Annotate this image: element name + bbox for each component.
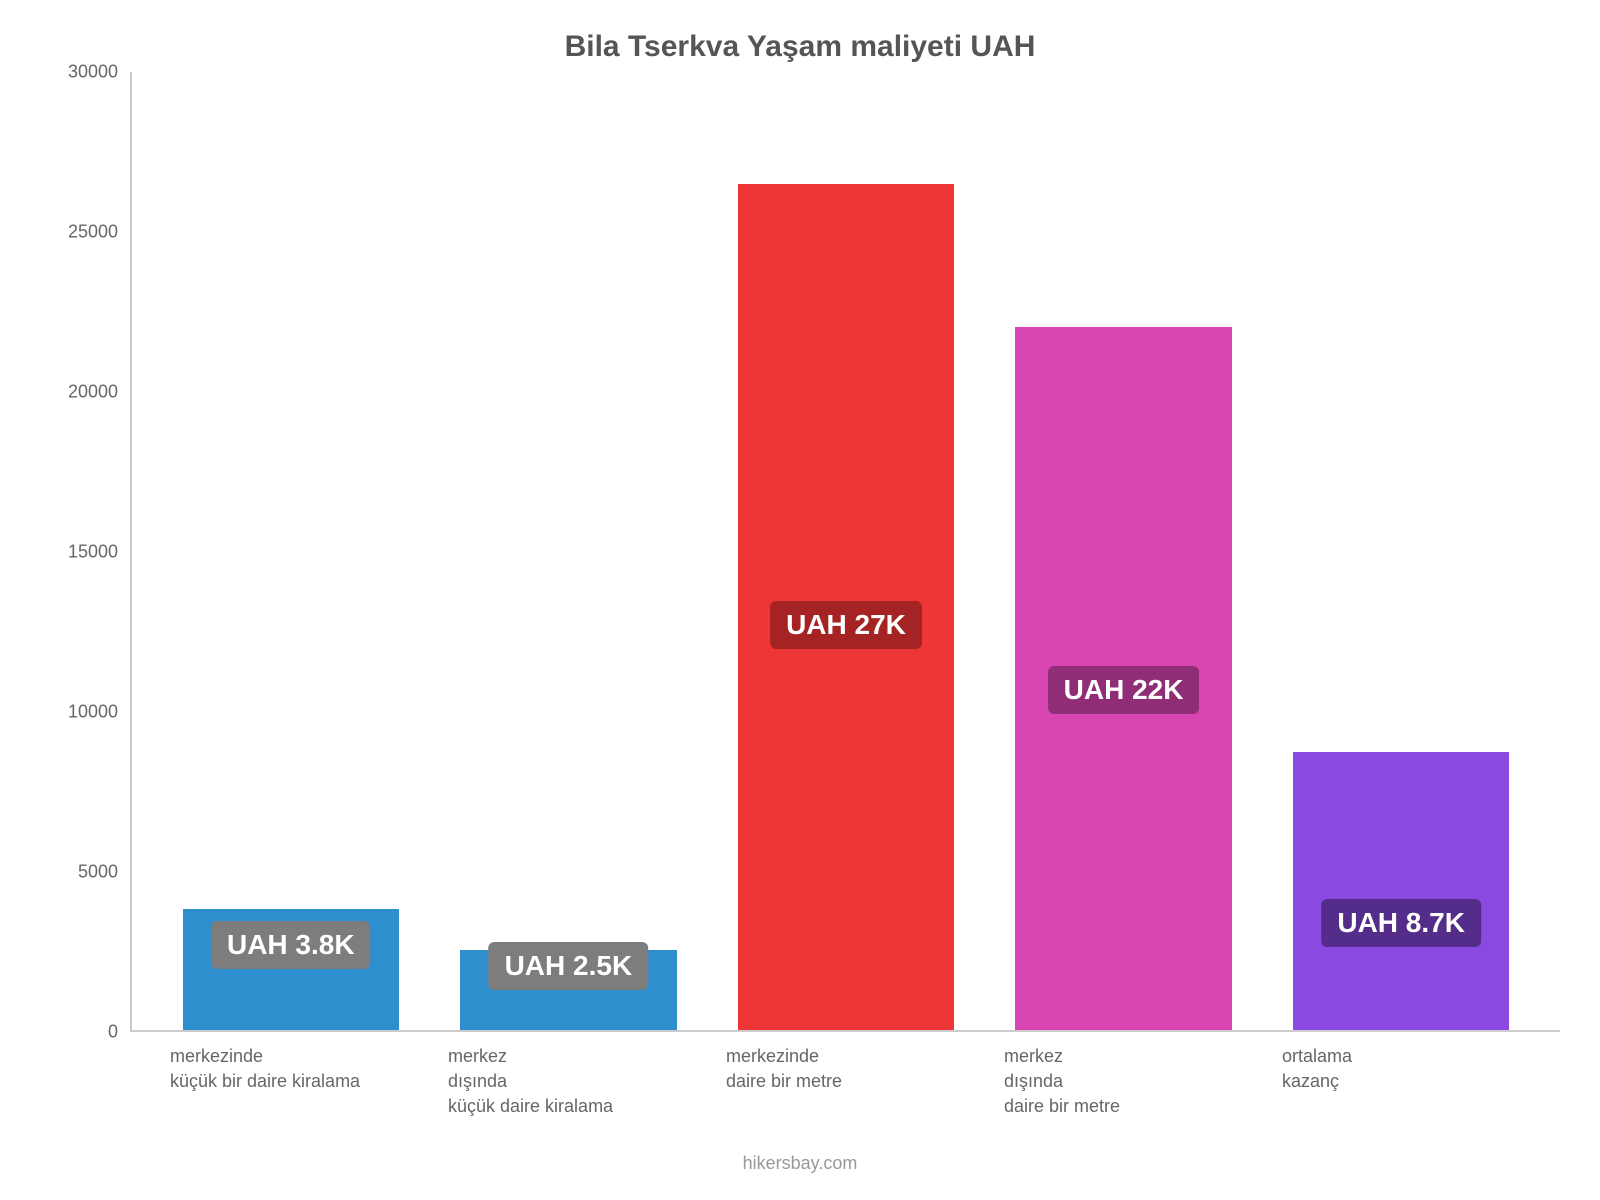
bar: UAH 8.7K bbox=[1293, 752, 1510, 1030]
bar: UAH 22K bbox=[1015, 327, 1232, 1030]
bar: UAH 3.8K bbox=[183, 909, 400, 1030]
x-axis-label: merkez dışında küçük daire kiralama bbox=[428, 1032, 706, 1120]
bar-value-label: UAH 22K bbox=[1048, 666, 1200, 714]
chart-title: Bila Tserkva Yaşam maliyeti UAH bbox=[40, 30, 1560, 64]
x-axis-label: merkezinde küçük bir daire kiralama bbox=[150, 1032, 428, 1120]
y-tick: 10000 bbox=[40, 702, 118, 723]
y-axis: 050001000015000200002500030000 bbox=[40, 72, 130, 1032]
bar-value-label: UAH 8.7K bbox=[1321, 899, 1481, 947]
x-axis-label: merkez dışında daire bir metre bbox=[984, 1032, 1262, 1120]
bars-group: UAH 3.8K UAH 2.5K UAH 27K UAH 22K UAH 8.7K bbox=[132, 72, 1560, 1030]
plot-outer: 050001000015000200002500030000 UAH 3.8KU… bbox=[40, 72, 1560, 1032]
y-tick: 5000 bbox=[40, 862, 118, 883]
bar-slot: UAH 22K bbox=[985, 72, 1263, 1030]
y-tick: 30000 bbox=[40, 62, 118, 83]
bar-slot: UAH 2.5K bbox=[430, 72, 708, 1030]
bar: UAH 2.5K bbox=[460, 950, 677, 1030]
bar-slot: UAH 3.8K bbox=[152, 72, 430, 1030]
x-axis-label: merkezinde daire bir metre bbox=[706, 1032, 984, 1120]
y-tick: 0 bbox=[40, 1022, 118, 1043]
bar-slot: UAH 8.7K bbox=[1262, 72, 1540, 1030]
y-tick: 15000 bbox=[40, 542, 118, 563]
attribution-text: hikersbay.com bbox=[0, 1153, 1600, 1174]
bar-value-label: UAH 27K bbox=[770, 601, 922, 649]
bar-value-label: UAH 2.5K bbox=[489, 942, 649, 990]
x-axis-labels: merkezinde küçük bir daire kiralamamerke… bbox=[130, 1032, 1560, 1120]
x-axis-label: ortalama kazanç bbox=[1262, 1032, 1540, 1120]
y-tick: 25000 bbox=[40, 222, 118, 243]
bar-slot: UAH 27K bbox=[707, 72, 985, 1030]
bar: UAH 27K bbox=[738, 184, 955, 1030]
bar-value-label: UAH 3.8K bbox=[211, 921, 371, 969]
plot-area: UAH 3.8K UAH 2.5K UAH 27K UAH 22K UAH 8.7K bbox=[130, 72, 1560, 1032]
y-tick: 20000 bbox=[40, 382, 118, 403]
chart-container: Bila Tserkva Yaşam maliyeti UAH 0 5000 100… bbox=[0, 0, 1600, 1200]
